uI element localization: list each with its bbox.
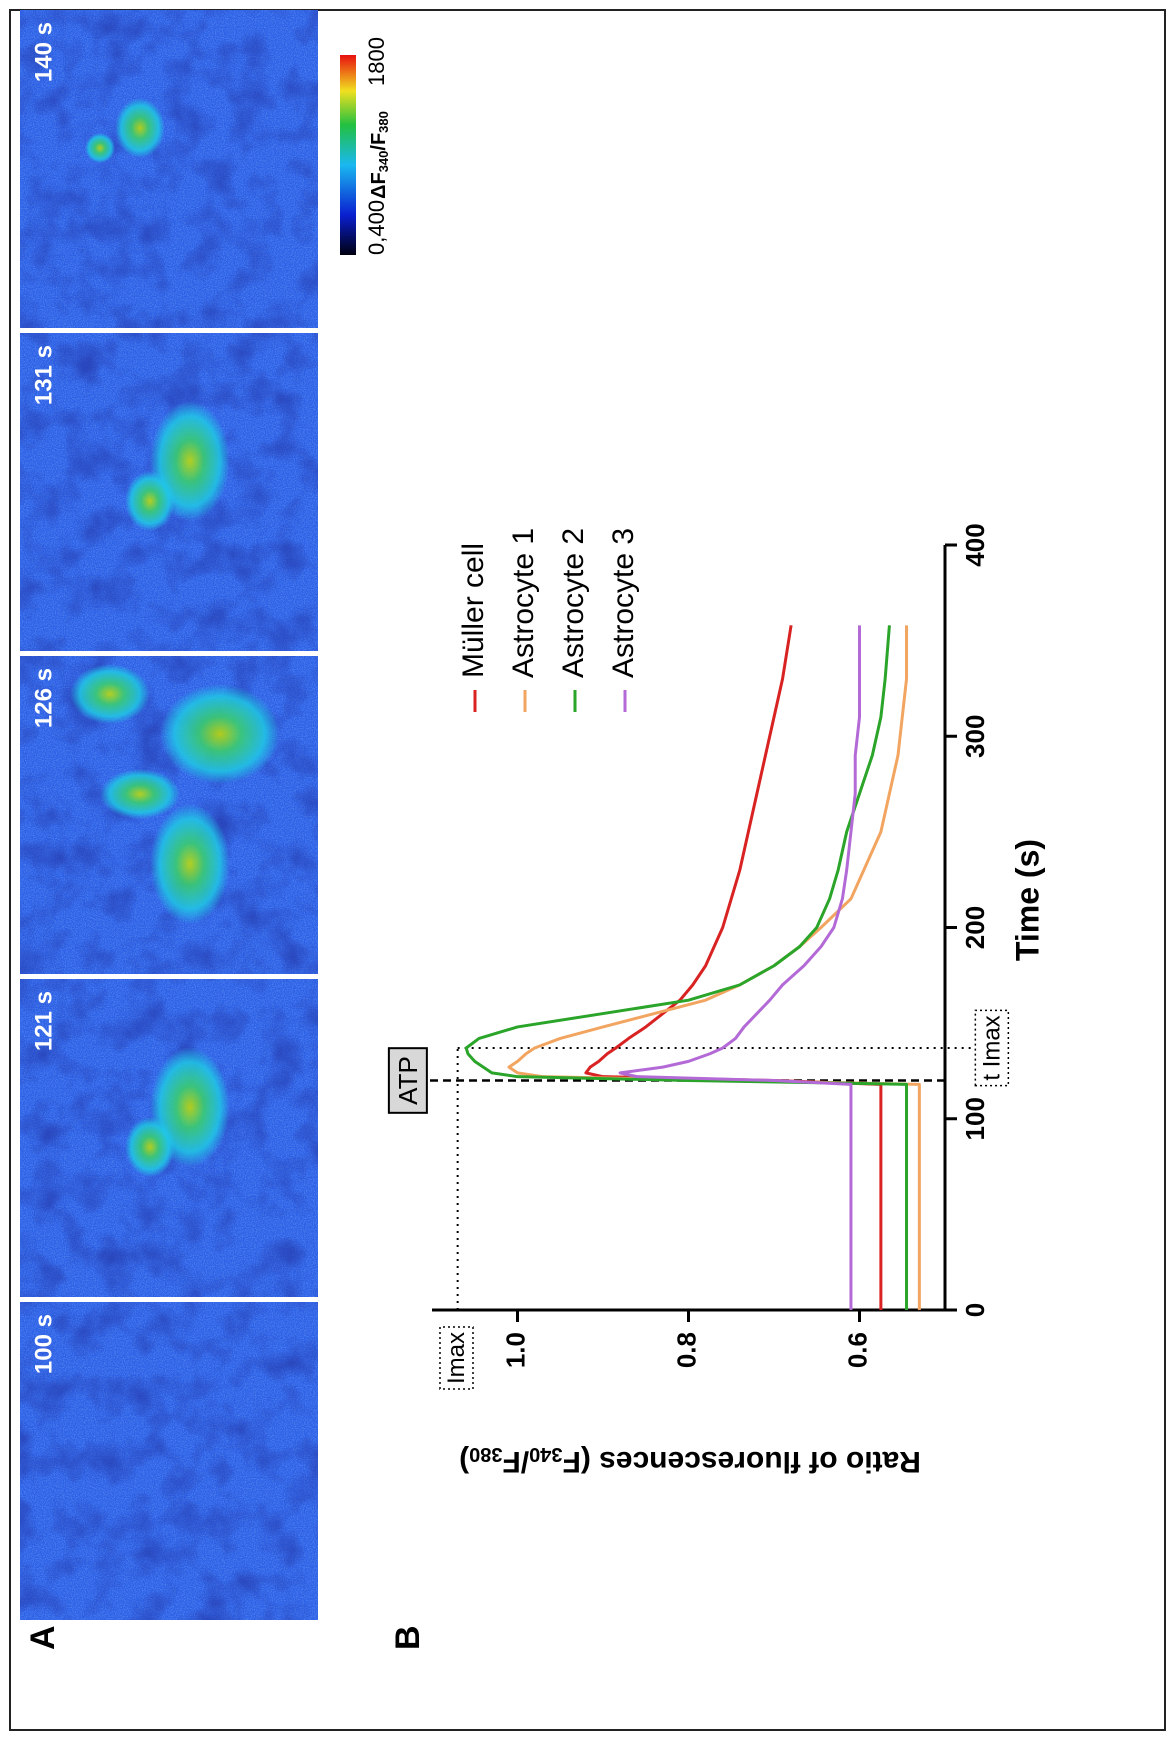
- time-peak-box: [974, 1009, 1010, 1087]
- y-tick-label: 1.0: [500, 1332, 530, 1368]
- series-line: [584, 625, 883, 1310]
- stimulus-label: ATP: [393, 1056, 423, 1105]
- frame-time-label: 121 s: [30, 991, 57, 1051]
- x-tick-label: 200: [960, 906, 990, 949]
- panel-label: A: [24, 1625, 62, 1650]
- image-frame: 131 s: [20, 333, 318, 651]
- x-tick-label: 400: [960, 523, 990, 566]
- image-signal: [150, 804, 230, 924]
- imax-label: Imax: [443, 1332, 470, 1384]
- image-signal: [160, 684, 280, 784]
- y-tick-label: 0.6: [842, 1332, 872, 1368]
- panel-label: B: [389, 1625, 427, 1650]
- image-frame: 140 s: [20, 10, 318, 328]
- series-line: [464, 625, 909, 1310]
- frame-time-label: 140 s: [30, 22, 57, 82]
- frame-time-label: 131 s: [30, 345, 57, 405]
- y-axis-title-part: 340: [529, 1443, 562, 1465]
- y-axis-title-part: Ratio of fluorescences (F: [563, 1445, 921, 1478]
- colorbar-title-part: /F: [368, 133, 390, 151]
- frame-time-label: 126 s: [30, 668, 57, 728]
- colorbar-scale: [340, 55, 356, 255]
- image-row: 100 s 121 s 126 s 131 s 140 s: [20, 10, 318, 1620]
- legend-label: Astrocyte 1: [507, 528, 540, 678]
- colorbar-title-part: 380: [376, 111, 391, 133]
- y-axis-title-part: 380: [469, 1443, 502, 1465]
- series-line: [507, 625, 921, 1310]
- image-signal: [115, 98, 165, 158]
- stimulus-box: [387, 1047, 428, 1114]
- colorbar: 0,400 1800 ΔF340/F380: [340, 37, 391, 255]
- figure-border: [9, 9, 1166, 1731]
- imax-box: [439, 1326, 474, 1390]
- image-signal: [70, 664, 150, 724]
- y-axis-title-part: /F: [502, 1445, 529, 1478]
- frame-time-label: 100 s: [30, 1314, 57, 1374]
- plot: 0 100 200 300 400 0.6 0.8 1.0 ATP t Imax Imax Mülle…: [387, 523, 1010, 1390]
- image-frame: 121 s: [20, 979, 318, 1297]
- time-peak-label: t Imax: [978, 1015, 1005, 1080]
- x-tick-label: 300: [960, 715, 990, 758]
- y-tick-label: 0.8: [671, 1332, 701, 1368]
- y-axis-title-part: ): [459, 1445, 469, 1478]
- y-axis-title: Ratio of fluorescences (F340/F380): [459, 1443, 921, 1478]
- image-signal: [85, 133, 115, 163]
- image-signal: [125, 471, 175, 531]
- colorbar-title: ΔF340/F380: [368, 111, 391, 199]
- image-signal: [125, 1117, 175, 1177]
- legend-label: Müller cell: [457, 543, 490, 678]
- series-line: [618, 625, 861, 1310]
- colorbar-title-part: ΔF: [368, 172, 390, 199]
- x-tick-label: 0: [960, 1303, 990, 1317]
- image-frame: 100 s: [20, 1302, 318, 1620]
- legend-label: Astrocyte 2: [557, 528, 590, 678]
- image-signal: [100, 769, 180, 819]
- x-axis-title: Time (s): [1009, 839, 1045, 961]
- legend-label: Astrocyte 3: [607, 528, 640, 678]
- x-tick-label: 100: [960, 1097, 990, 1140]
- image-frame: 126 s: [20, 656, 318, 974]
- image-texture: [20, 10, 318, 328]
- colorbar-title-part: 340: [376, 151, 391, 173]
- colorbar-min: 0,400: [364, 200, 389, 255]
- image-texture: [20, 1302, 318, 1620]
- colorbar-max: 1800: [364, 37, 389, 86]
